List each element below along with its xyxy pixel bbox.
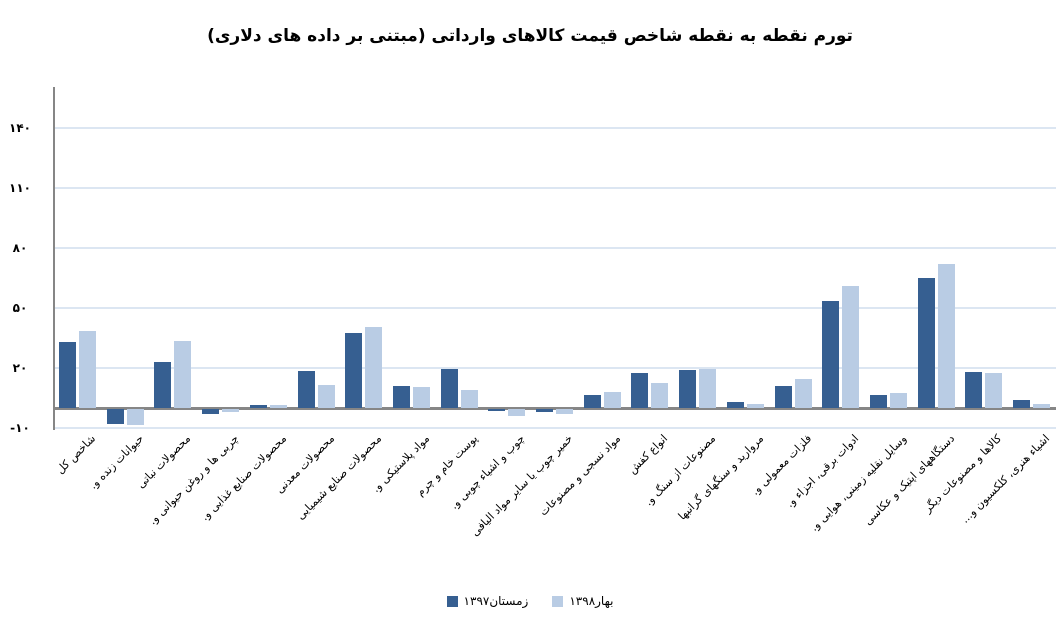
bar-winter-1397 [726, 402, 744, 408]
bar-spring-1398 [126, 409, 144, 425]
y-tick-label: ۱۱۰ [9, 181, 31, 195]
x-category-label: دستگاههای اپتیک و عکاسی [860, 432, 957, 528]
bar-winter-1397 [822, 300, 840, 408]
bar-winter-1397 [631, 372, 649, 408]
bar-winter-1397 [679, 369, 697, 408]
x-category-label: محصولات صنایع شیمیایی [294, 432, 385, 523]
gridline [55, 367, 1056, 369]
bar-spring-1398 [460, 389, 478, 408]
bar-spring-1398 [412, 386, 430, 408]
bar-spring-1398 [79, 331, 96, 408]
bar-spring-1398 [365, 327, 383, 408]
bar-winter-1397 [249, 405, 267, 408]
y-tick-label: -۱۰ [10, 421, 30, 435]
bar-spring-1398 [699, 368, 717, 408]
x-category-label: چربی ها و روغن حیوانی و. [146, 432, 242, 528]
bar-winter-1397 [106, 409, 124, 424]
y-tick-label: ۵۰ [12, 301, 28, 315]
y-axis-line [53, 87, 55, 430]
x-category-label: اشیاء هنری، کلکسیون و... [958, 432, 1053, 526]
bar-winter-1397 [154, 362, 172, 408]
bar-spring-1398 [746, 404, 764, 408]
bar-winter-1397 [297, 370, 315, 408]
bar-winter-1397 [59, 342, 76, 408]
legend-label: زمستان۱۳۹۷ [463, 594, 529, 608]
bar-winter-1397 [536, 409, 553, 412]
y-tick-label: ۱۴۰ [9, 121, 31, 135]
legend-label: بهار۱۳۹۸ [569, 594, 614, 608]
x-category-label: انواع کفش [626, 432, 671, 477]
bar-winter-1397 [440, 368, 458, 408]
legend-swatch-icon [446, 595, 458, 607]
legend-item: بهار۱۳۹۸ [552, 594, 613, 608]
bar-spring-1398 [317, 384, 335, 408]
x-category-label: محصولات صنایع غذایی و. [197, 432, 289, 524]
bar-spring-1398 [651, 382, 669, 408]
bar-winter-1397 [1013, 399, 1030, 408]
bar-spring-1398 [222, 409, 240, 412]
legend-item: زمستان۱۳۹۷ [446, 594, 529, 608]
gridline [55, 247, 1056, 249]
bar-winter-1397 [345, 333, 363, 408]
legend: بهار۱۳۹۸ زمستان۱۳۹۷ [0, 594, 1060, 608]
legend-swatch-icon [552, 595, 564, 607]
gridline [55, 427, 1056, 429]
y-tick-label: ۲۰ [12, 361, 28, 375]
bar-winter-1397 [202, 409, 220, 414]
bar-winter-1397 [965, 371, 983, 408]
x-category-label: وسایل نقلیه زمینی، هوایی و. [807, 432, 910, 534]
gridline [55, 127, 1056, 129]
bar-spring-1398 [508, 409, 526, 417]
bar-spring-1398 [603, 392, 621, 408]
bar-winter-1397 [774, 385, 792, 408]
bar-winter-1397 [917, 277, 935, 408]
zero-baseline [53, 407, 1056, 410]
bar-spring-1398 [889, 392, 907, 408]
y-tick-label: ۸۰ [12, 241, 28, 255]
bar-spring-1398 [269, 405, 287, 408]
bar-winter-1397 [869, 394, 887, 408]
bar-spring-1398 [174, 341, 192, 408]
bar-spring-1398 [556, 409, 573, 414]
chart-title: تورم نقطه به نقطه شاخص قیمت کالاهای وارد… [207, 26, 853, 46]
bar-spring-1398 [937, 263, 955, 408]
x-category-label: مروارید و سنگهای گرانبها [675, 432, 766, 523]
bar-winter-1397 [488, 409, 506, 411]
x-category-label: مواد نسجی و مصنوعات [536, 432, 623, 519]
gridline [55, 307, 1056, 309]
bar-winter-1397 [392, 385, 410, 408]
bar-spring-1398 [985, 372, 1003, 408]
gridline [55, 187, 1056, 189]
bar-spring-1398 [1033, 403, 1050, 408]
bar-winter-1397 [583, 395, 601, 408]
bar-spring-1398 [794, 378, 812, 408]
bar-spring-1398 [842, 285, 860, 408]
x-category-label: شاخص کل [53, 432, 99, 477]
